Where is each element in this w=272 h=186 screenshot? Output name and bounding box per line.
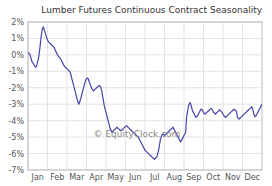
grid-line [86, 22, 87, 170]
grid-line [203, 22, 204, 170]
x-tick-label: Apr [89, 173, 104, 182]
x-tick-label: Mar [69, 173, 85, 182]
grid-line [145, 22, 146, 170]
x-tick-label: Dec [245, 173, 260, 182]
y-tick-label: -7% [8, 166, 24, 175]
data-layer [28, 27, 262, 159]
chart: 2% 1% 0% -1% -2% -3% -4% -5% -6% -7% Jan Feb Mar AprM… [0, 0, 272, 186]
x-tick-label: Feb [50, 173, 64, 182]
grid-line [67, 22, 68, 170]
grid-line [164, 22, 165, 170]
grid-line [223, 22, 224, 170]
grid-line [125, 22, 126, 170]
y-tick-label: -6% [8, 150, 24, 159]
grid-line [106, 22, 107, 170]
y-tick-label: -4% [8, 117, 24, 126]
x-tick-label: Sep [186, 173, 201, 182]
y-tick-label: 0% [11, 51, 24, 60]
x-tick-label: Aug [166, 173, 182, 182]
grid-line [184, 22, 185, 170]
grid-line [242, 22, 243, 170]
x-tick-label: Nov [225, 173, 241, 182]
y-tick-label: -1% [8, 67, 24, 76]
x-tick-label: May [107, 173, 124, 182]
axes: 2% 1% 0% -1% -2% -3% -4% -5% -6% -7% Jan Feb Mar AprM… [8, 18, 260, 182]
x-tick-label: Oct [206, 173, 220, 182]
title: Lumber Futures Continuous Contract Seaso… [41, 5, 262, 15]
plot-frame [28, 22, 262, 170]
x-tick-label: Jun [128, 173, 142, 182]
y-tick-label: 1% [11, 34, 24, 43]
y-tick-label: -2% [8, 84, 24, 93]
y-tick-label: -3% [8, 100, 24, 109]
x-tick-label: Jan [31, 173, 44, 182]
annotation: © EquityClock.com [94, 129, 181, 139]
line [28, 27, 262, 159]
grid [28, 22, 262, 170]
y-tick-label: 2% [11, 18, 24, 27]
plot-area [28, 22, 262, 170]
grid-line [47, 22, 48, 170]
x-tick-label: Jul [149, 173, 160, 182]
y-tick-label: -5% [8, 133, 24, 142]
